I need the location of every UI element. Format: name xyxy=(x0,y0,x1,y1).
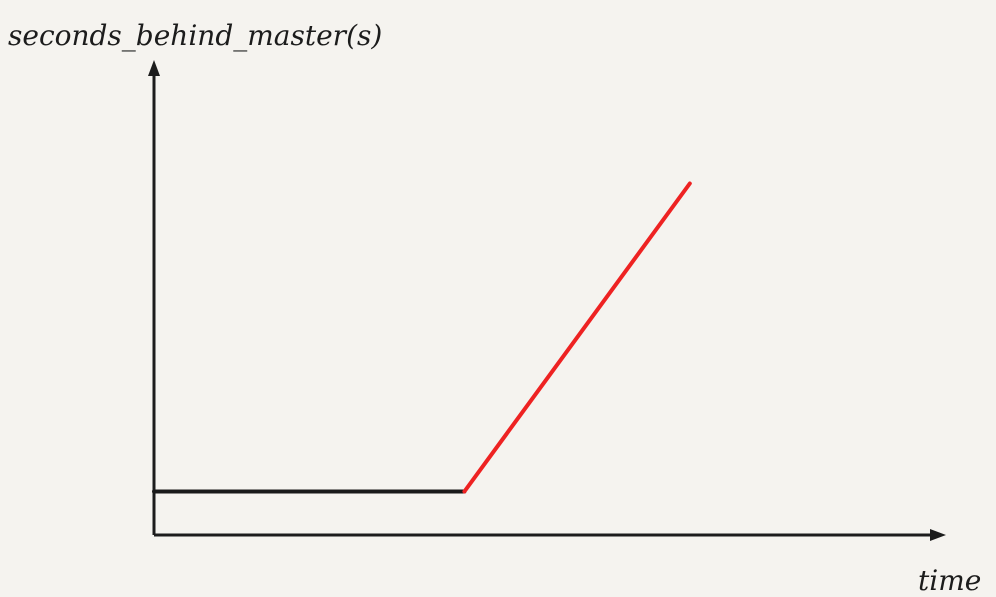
y-axis-arrow-icon xyxy=(148,60,160,76)
y-axis-label: seconds_behind_master(s) xyxy=(8,19,382,52)
series-layer xyxy=(152,181,692,494)
x-axis-arrow-icon xyxy=(930,529,946,541)
x-axis-label: time xyxy=(918,564,981,597)
series-line-rising xyxy=(462,181,692,494)
